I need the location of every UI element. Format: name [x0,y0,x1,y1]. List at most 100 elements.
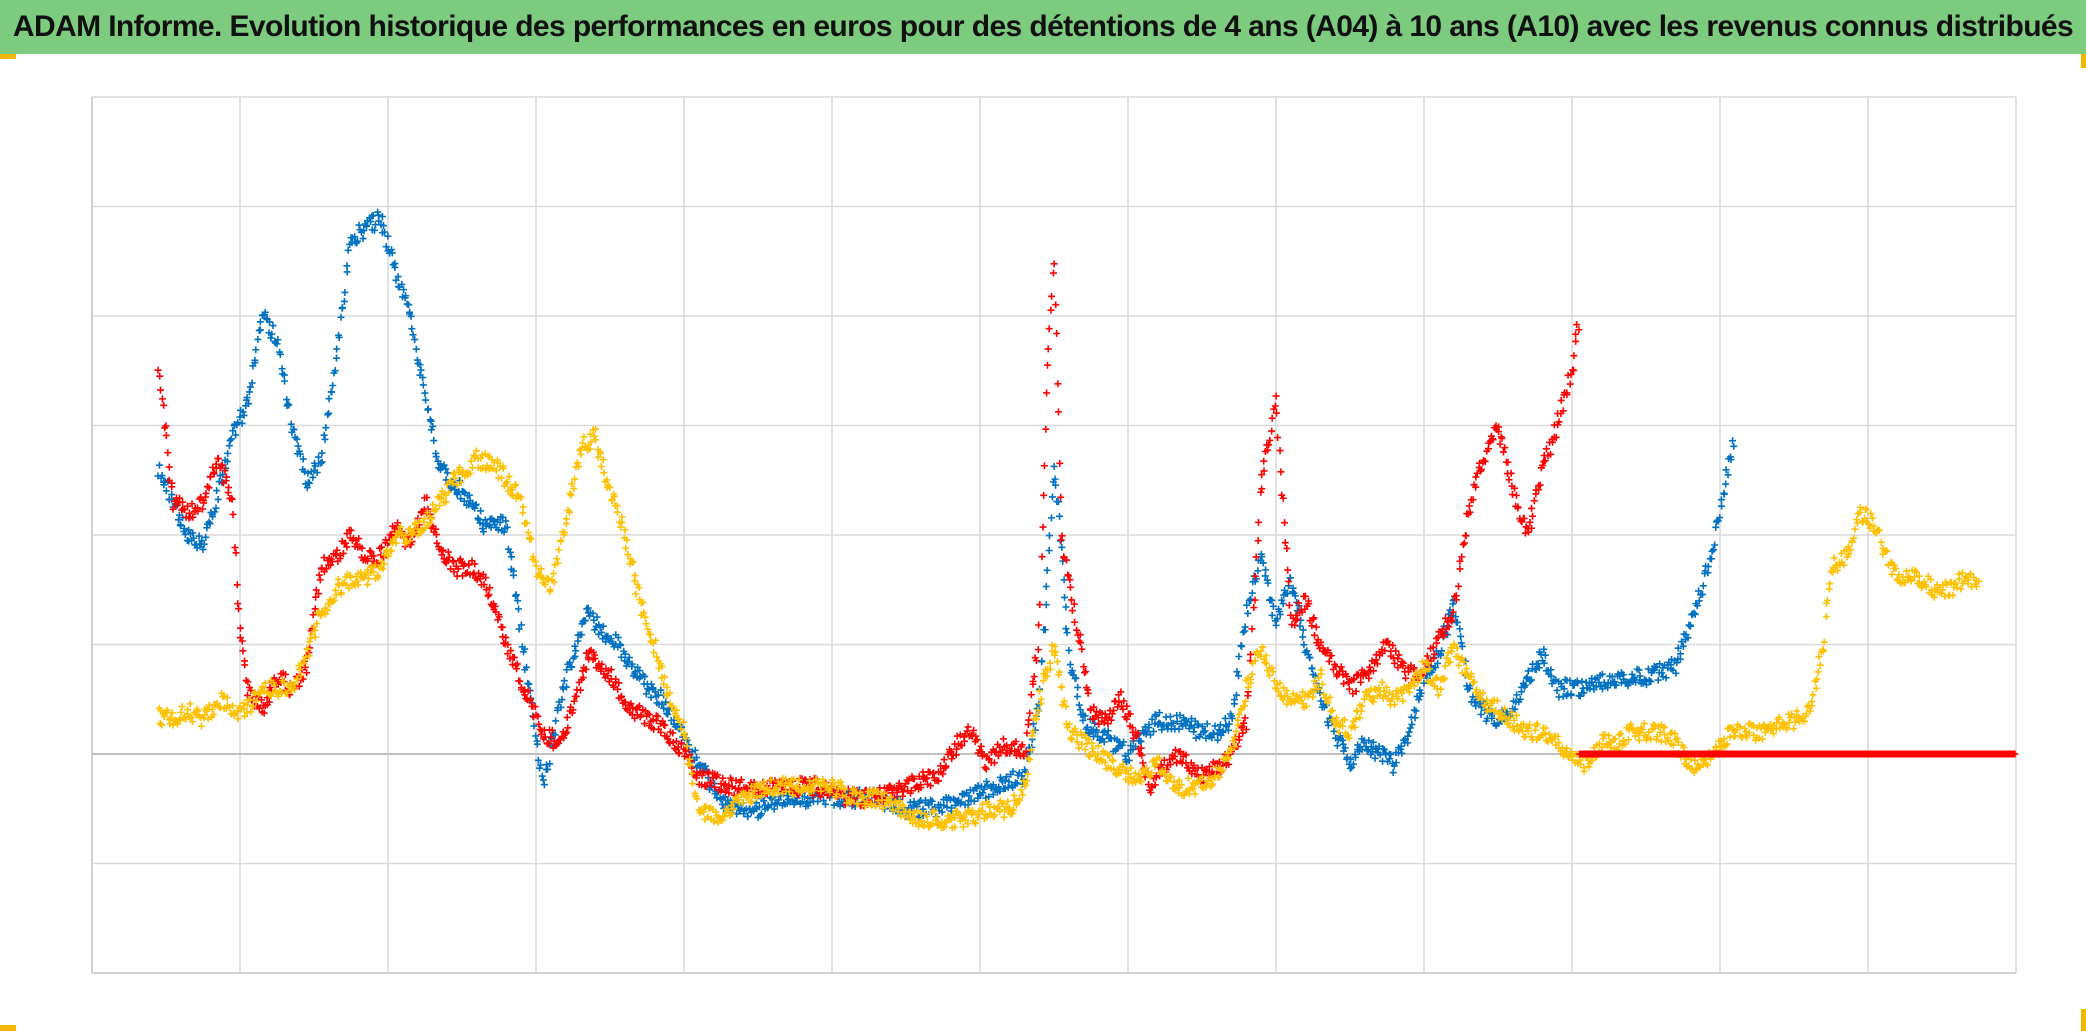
data-point [869,790,877,798]
data-point [719,774,727,782]
data-point [1239,729,1247,737]
data-point [211,508,219,516]
data-point [215,703,223,711]
data-point [1027,691,1035,699]
data-point [517,621,525,629]
data-point [1680,744,1688,752]
data-point [982,765,990,773]
data-point [1907,577,1915,585]
data-point [928,797,936,805]
data-point [436,502,444,510]
data-point [313,620,321,628]
data-point [1262,566,1270,574]
data-point [610,683,618,691]
data-point [1248,625,1256,633]
data-point [1566,380,1574,388]
data-point [579,674,587,682]
data-point [1458,642,1466,650]
data-point [1686,621,1694,629]
data-point [2011,750,2019,758]
data-point [1542,445,1550,453]
data-point [1286,574,1294,582]
data-point [1365,692,1373,700]
data-point [1230,733,1238,741]
data-point [798,798,806,806]
data-point [640,608,648,616]
data-point [1324,646,1332,654]
data-point [964,820,972,828]
data-point [324,606,332,614]
data-point [1175,725,1183,733]
data-point [1062,603,1070,611]
data-point [283,396,291,404]
data-point [437,494,445,502]
data-point [1408,720,1416,728]
data-point [1287,695,1295,703]
data-point [1385,755,1393,763]
data-point [343,268,351,276]
data-point [1175,776,1183,784]
data-point [1392,759,1400,767]
data-point [688,769,696,777]
data-point [644,625,652,633]
data-point [1278,596,1286,604]
data-point [1819,647,1827,655]
data-point [1793,707,1801,715]
data-point [573,459,581,467]
data-point [1703,761,1711,769]
data-point [1101,710,1109,718]
data-point [1046,665,1054,673]
data-point [252,697,260,705]
data-point [812,775,820,783]
data-point [1790,725,1798,733]
data-point [1766,720,1774,728]
data-point [243,701,251,709]
data-point [304,478,312,486]
data-point [367,548,375,556]
data-point [590,432,598,440]
data-point [311,633,319,641]
data-point [1624,682,1632,690]
data-point [442,465,450,473]
data-point [1345,685,1353,693]
data-point [1382,683,1390,691]
data-point [1656,728,1664,736]
data-point [710,783,718,791]
data-point [578,631,586,639]
data-point [621,650,629,658]
data-point [1420,679,1428,687]
data-point [1065,572,1073,580]
data-point [541,581,549,589]
data-point [1274,688,1282,696]
data-point [305,479,313,487]
corner-mark-bottom-right [2081,1009,2086,1031]
data-point [1658,669,1666,677]
data-point [677,725,685,733]
data-point [198,505,206,513]
data-point [321,610,329,618]
data-point [1083,723,1091,731]
data-point [1673,734,1681,742]
data-point [1164,777,1172,785]
data-point [705,805,713,813]
data-point [1469,679,1477,687]
data-point [1145,724,1153,732]
data-point [1081,746,1089,754]
data-point [1358,702,1366,710]
data-point [1404,739,1412,747]
data-point [1417,689,1425,697]
data-point [1635,666,1643,674]
data-point [603,672,611,680]
data-point [1187,715,1195,723]
data-point [512,591,520,599]
data-point [1480,456,1488,464]
data-point [621,526,629,534]
data-point [719,816,727,824]
data-point [598,628,606,636]
data-point [1513,711,1521,719]
data-point [398,529,406,537]
data-point [1722,480,1730,488]
data-point [1094,742,1102,750]
data-point [1276,610,1284,618]
data-point [284,400,292,408]
